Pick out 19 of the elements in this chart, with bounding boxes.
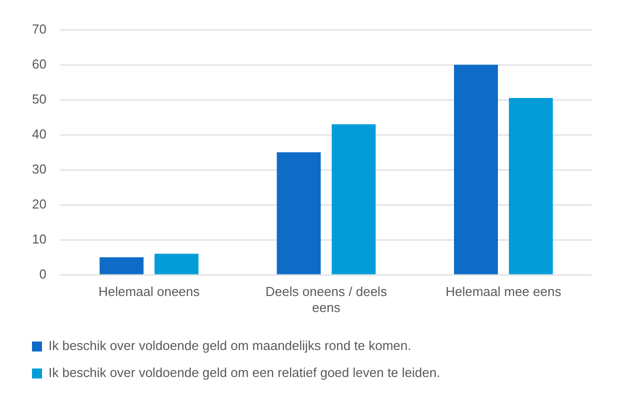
bar <box>454 64 498 274</box>
y-tick-label: 70 <box>32 21 46 36</box>
x-tick-label: Helemaal mee eens <box>446 284 562 300</box>
y-tick-label: 20 <box>32 196 46 212</box>
x-tick-label: Helemaal oneens <box>98 284 200 300</box>
bar <box>100 257 144 274</box>
y-tick-label: 10 <box>32 231 46 246</box>
legend-label: Ik beschik over voldoende geld om maandelijks rond te komen. <box>48 338 412 354</box>
bar <box>508 98 553 274</box>
y-tick-label: 60 <box>32 56 46 72</box>
bar <box>276 152 321 274</box>
y-tick-label: 50 <box>32 91 46 106</box>
bar <box>154 254 198 274</box>
y-tick-label: 0 <box>39 266 46 282</box>
y-tick-label: 30 <box>32 161 46 176</box>
bar <box>332 124 376 274</box>
x-tick-label: Deels oneens / deels eens <box>266 284 388 315</box>
y-tick-label: 40 <box>32 126 46 142</box>
legend-label: Ik beschik over voldoende geld om een relatief goed leven te leiden. <box>48 365 440 380</box>
